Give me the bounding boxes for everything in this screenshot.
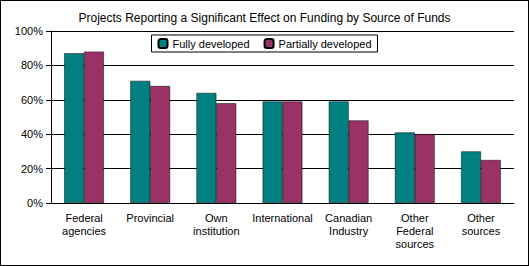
svg-text:Other: Other [467, 212, 495, 224]
svg-text:Canadian: Canadian [325, 212, 372, 224]
svg-text:International: International [252, 212, 313, 224]
svg-text:Fully developed: Fully developed [173, 38, 250, 50]
svg-text:sources: sources [396, 238, 435, 250]
svg-text:60%: 60% [21, 94, 43, 106]
svg-text:Federal: Federal [65, 212, 102, 224]
svg-text:Own: Own [205, 212, 228, 224]
svg-text:80%: 80% [21, 59, 43, 71]
svg-text:agencies: agencies [62, 225, 107, 237]
svg-text:20%: 20% [21, 163, 43, 175]
svg-text:40%: 40% [21, 128, 43, 140]
svg-text:Federal: Federal [396, 225, 433, 237]
svg-text:Projects Reporting a Significa: Projects Reporting a Significant Effect … [79, 11, 451, 25]
svg-text:Industry: Industry [329, 225, 369, 237]
svg-text:0%: 0% [27, 197, 43, 209]
svg-text:sources: sources [462, 225, 501, 237]
svg-text:institution: institution [193, 225, 239, 237]
svg-text:Provincial: Provincial [126, 212, 174, 224]
svg-text:Other: Other [401, 212, 429, 224]
svg-text:Partially developed: Partially developed [279, 38, 372, 50]
svg-text:100%: 100% [15, 25, 43, 37]
